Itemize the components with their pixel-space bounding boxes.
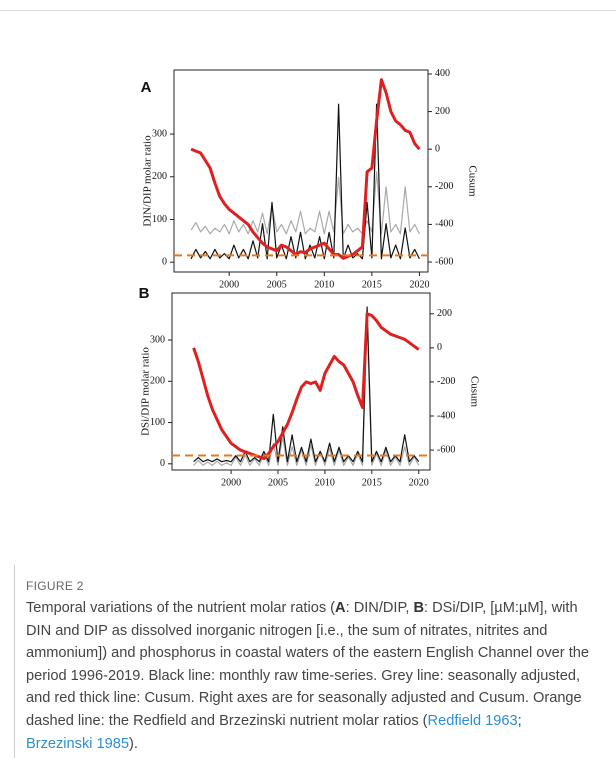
caption-text: B <box>413 600 424 616</box>
plot-frame <box>171 292 431 471</box>
y-axis-title: DSi/DIP molar ratio <box>140 347 152 436</box>
caption-text: : DSi/DIP, [µM:µM], with DIN and DIP as … <box>26 600 589 729</box>
citation-link[interactable]: Brzezinski 1985 <box>26 735 130 752</box>
x-tick-label: 2010 <box>314 279 334 290</box>
y-tick-label: 200 <box>152 171 167 182</box>
y-tick-label: 300 <box>152 128 167 139</box>
x-tick-label: 2015 <box>362 279 382 290</box>
x-tick-label: 2000 <box>221 477 241 488</box>
figure-caption: Temporal variations of the nutrient mola… <box>26 597 592 755</box>
series-line <box>193 306 420 463</box>
y-tick-label: 300 <box>150 334 165 345</box>
caption-rule <box>14 565 15 758</box>
y2-tick-label: -600 <box>437 444 455 455</box>
y-tick-label: 200 <box>150 376 165 387</box>
y2-tick-label: 200 <box>437 308 452 319</box>
y-tick-label: 100 <box>150 417 165 428</box>
y2-tick-label: 400 <box>435 68 450 79</box>
y2-tick-label: -200 <box>437 376 455 387</box>
panel-label: A <box>141 79 152 96</box>
y-tick-label: 0 <box>160 458 165 469</box>
y2-tick-label: -400 <box>435 219 453 230</box>
y2-axis-title: Cusum <box>466 165 478 197</box>
caption-text: Temporal variations of the nutrient mola… <box>26 600 336 616</box>
caption-text: A <box>335 600 346 616</box>
series-line <box>190 171 420 235</box>
y2-tick-label: -400 <box>437 410 455 421</box>
y-tick-label: 100 <box>152 214 167 225</box>
y2-tick-label: 0 <box>435 143 440 154</box>
y2-axis-title: Cusum <box>468 376 480 408</box>
caption-text: ; <box>517 712 522 729</box>
divider <box>0 10 616 11</box>
series-line <box>193 321 420 466</box>
panel-label: B <box>139 285 150 302</box>
plot-frame <box>173 69 429 273</box>
x-tick-label: 2005 <box>267 279 287 290</box>
y2-tick-label: 0 <box>437 342 442 353</box>
y2-tick-label: -600 <box>435 256 453 267</box>
y-tick-label: 0 <box>162 256 167 267</box>
citation-link[interactable]: Redfield 1963 <box>427 712 518 729</box>
x-tick-label: 2020 <box>409 279 429 290</box>
x-tick-label: 2020 <box>409 477 429 488</box>
caption-text: : DIN/DIP, <box>345 600 414 616</box>
x-tick-label: 2010 <box>315 477 335 488</box>
series-line <box>190 78 421 260</box>
x-tick-label: 2015 <box>362 477 382 488</box>
x-tick-label: 2005 <box>268 477 288 488</box>
series-line <box>190 103 420 260</box>
y2-tick-label: -200 <box>435 181 453 192</box>
y-axis-title: DIN/DIP molar ratio <box>142 135 154 227</box>
y2-tick-label: 200 <box>435 106 450 117</box>
caption-text: ). <box>129 735 138 752</box>
figure-label: FIGURE 2 <box>26 579 84 593</box>
x-tick-label: 2000 <box>219 279 239 290</box>
series-line <box>192 312 420 461</box>
